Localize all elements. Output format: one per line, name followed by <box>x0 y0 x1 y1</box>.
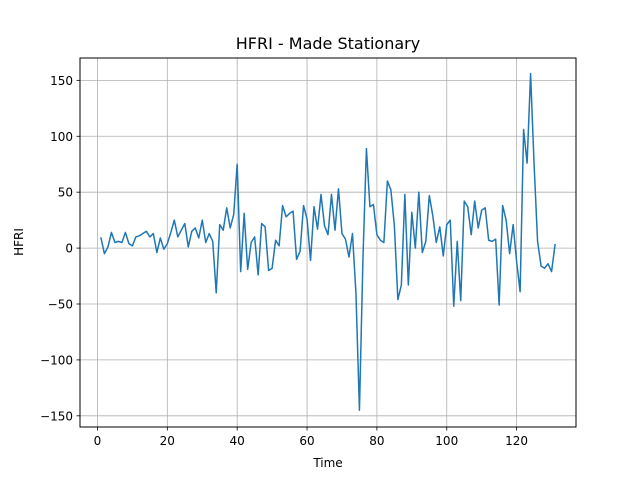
axis-ticks: 0 20 40 60 80 100 120 −150 −100 −50 0 50 100 150 <box>40 74 528 448</box>
x-tick-label: 0 <box>94 434 102 448</box>
y-tick-label: 0 <box>65 242 73 256</box>
chart-title: HFRI - Made Stationary <box>236 34 420 53</box>
y-axis-label: HFRI <box>12 228 26 256</box>
y-tick-label: −50 <box>48 298 73 312</box>
y-tick-label: −100 <box>40 353 73 367</box>
plot-frame <box>79 57 577 428</box>
x-tick-label: 60 <box>299 434 314 448</box>
y-tick-label: 100 <box>50 130 73 144</box>
series-group <box>100 72 556 411</box>
y-tick-label: 50 <box>58 186 73 200</box>
x-tick-label: 20 <box>160 434 175 448</box>
x-tick-label: 120 <box>505 434 528 448</box>
grid <box>80 58 576 427</box>
x-tick-label: 100 <box>435 434 458 448</box>
y-tick-label: 150 <box>50 74 73 88</box>
x-tick-label: 80 <box>369 434 384 448</box>
x-tick-label: 40 <box>230 434 245 448</box>
x-axis-label: Time <box>312 456 342 470</box>
y-tick-label: −150 <box>40 409 73 423</box>
series-line-0 <box>100 72 556 411</box>
